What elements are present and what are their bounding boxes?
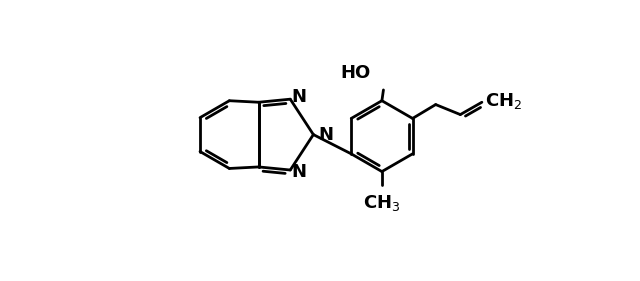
Text: N: N	[292, 88, 307, 106]
Text: N: N	[318, 126, 333, 144]
Text: HO: HO	[341, 64, 371, 82]
Text: CH$_3$: CH$_3$	[363, 193, 401, 213]
Text: N: N	[292, 163, 307, 181]
Text: CH$_2$: CH$_2$	[485, 92, 522, 112]
